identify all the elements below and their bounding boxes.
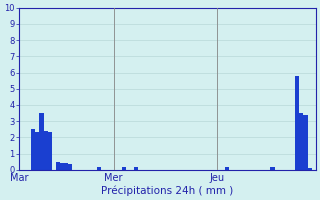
Bar [308, 168, 312, 170]
Bar [134, 167, 139, 170]
Bar [60, 163, 64, 170]
Bar [31, 129, 35, 170]
Bar [97, 167, 101, 170]
Bar [64, 163, 68, 170]
Bar [39, 113, 44, 170]
Bar [225, 167, 229, 170]
X-axis label: Précipitations 24h ( mm ): Précipitations 24h ( mm ) [101, 185, 234, 196]
Bar [68, 164, 72, 170]
Bar [295, 76, 299, 170]
Bar [270, 167, 275, 170]
Bar [299, 113, 303, 170]
Bar [303, 115, 308, 170]
Bar [44, 131, 48, 170]
Bar [48, 132, 52, 170]
Bar [122, 167, 126, 170]
Bar [35, 132, 39, 170]
Bar [56, 162, 60, 170]
